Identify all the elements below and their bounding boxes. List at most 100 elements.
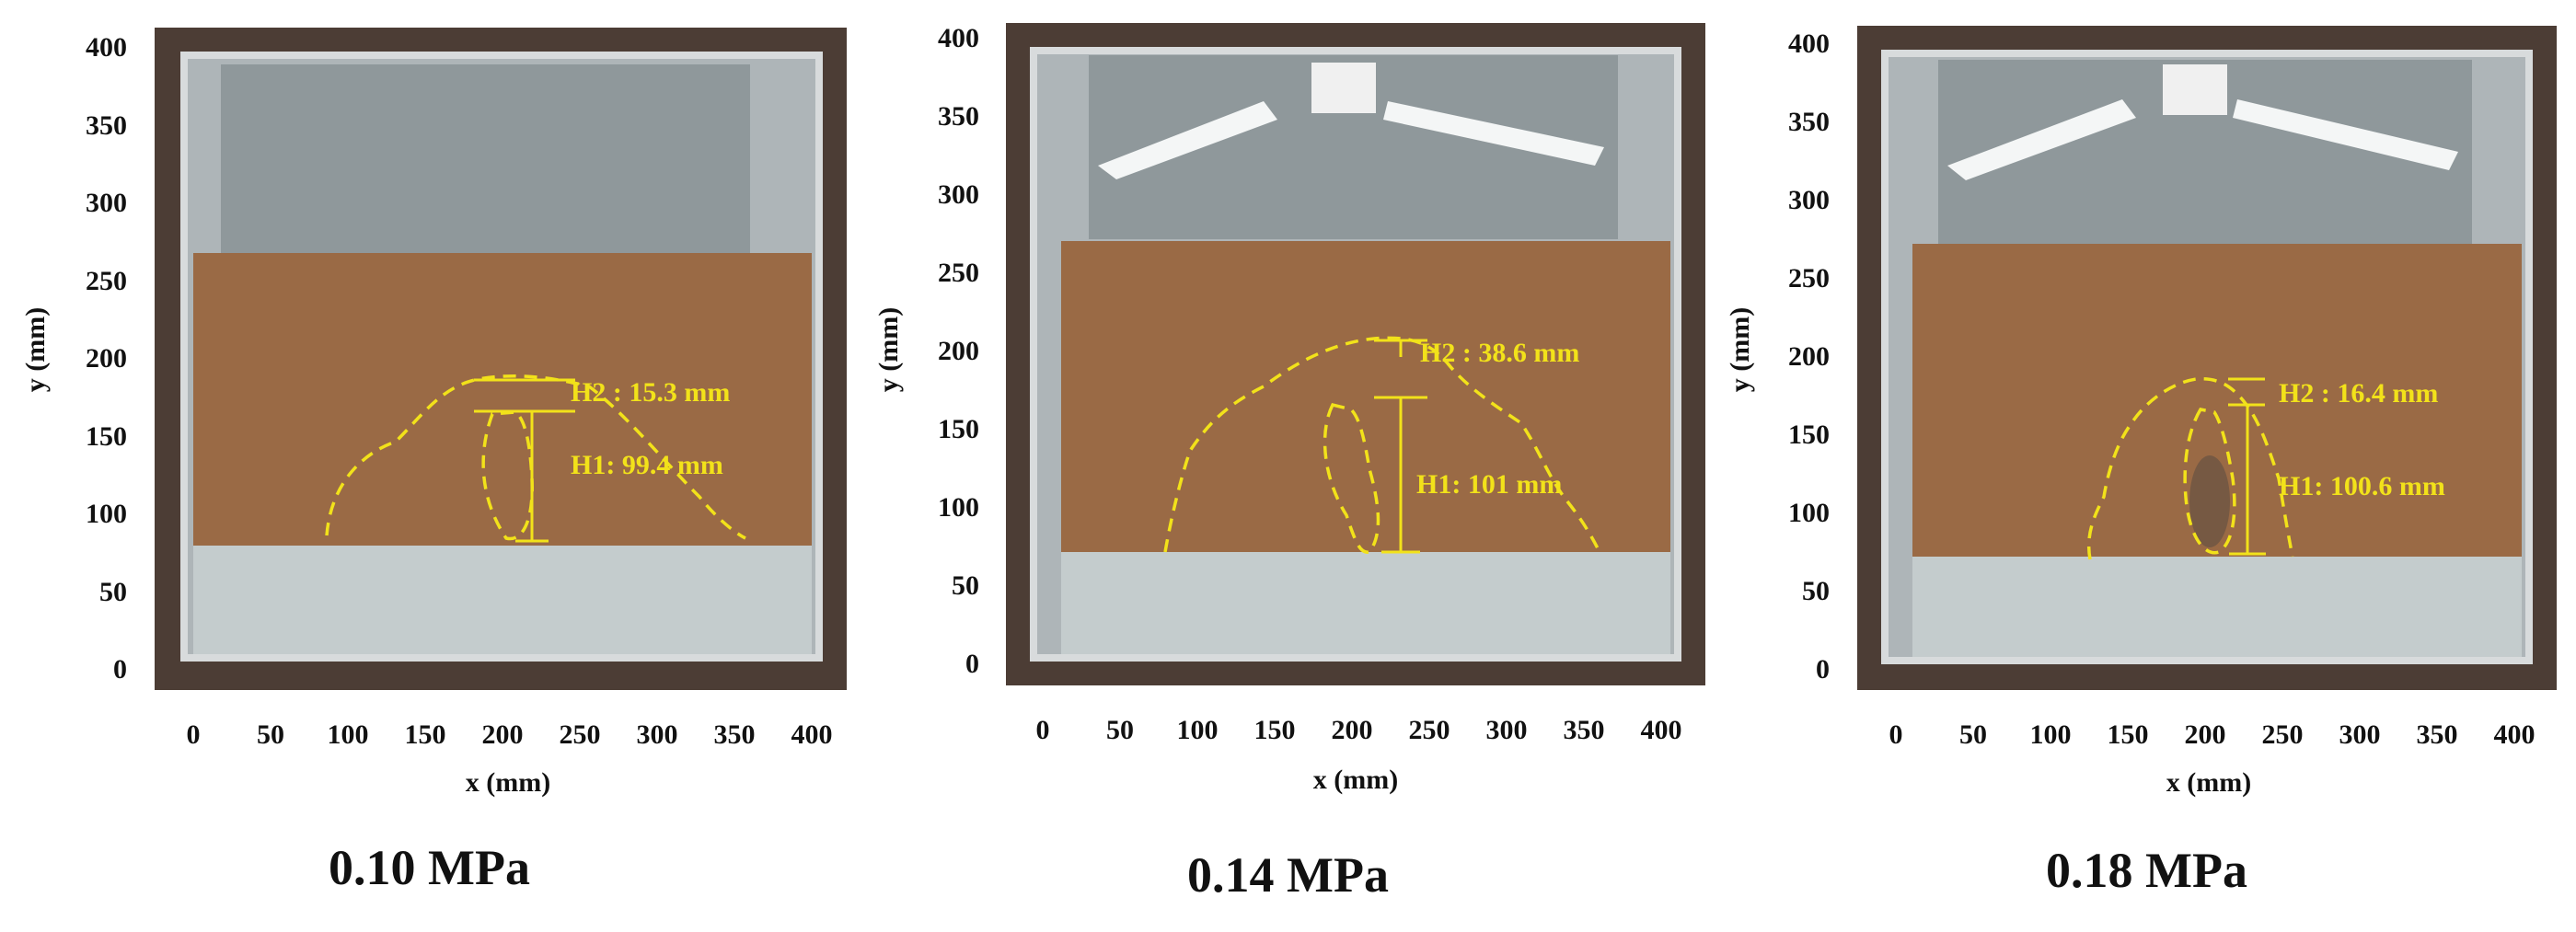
frame-weld [1030, 47, 1681, 662]
y-tick-label: 300 [938, 179, 979, 210]
x-tick-label: 300 [637, 719, 678, 750]
pressure-label: 0.18 MPa [2046, 843, 2247, 898]
x-axis: 0 50 100 150 200 250 300 350 400 [1036, 715, 1682, 745]
y-axis-label: y (mm) [873, 307, 904, 392]
pressure-label: 0.14 MPa [1187, 847, 1389, 903]
y-tick-label: 150 [1788, 420, 1830, 450]
label-card [2163, 64, 2227, 115]
x-tick-label: 50 [1106, 715, 1134, 745]
cavity [2189, 455, 2230, 547]
outer-fluidization-boundary [2086, 377, 2294, 560]
y-tick-label: 150 [86, 421, 127, 452]
y-tick-label: 300 [1788, 185, 1830, 215]
h1-label: H1: 101 mm [1416, 469, 1562, 500]
sand-layer [193, 253, 812, 546]
y-tick-label: 400 [1788, 29, 1830, 59]
inner-cavity-boundary [2183, 408, 2236, 555]
experiment-photo-plot: H2 : 15.3 mm H1: 99.4 mm 0 50 100 150 20… [20, 28, 847, 798]
x-axis-label: x (mm) [466, 767, 550, 798]
water-chamber [1061, 552, 1670, 655]
light-reflection-left [1947, 99, 2136, 180]
x-tick-label: 350 [1564, 715, 1605, 745]
pressure-label: 0.10 MPa [329, 840, 530, 895]
x-tick-label: 150 [1254, 715, 1296, 745]
y-tick-label: 100 [1788, 498, 1830, 528]
y-axis-label: y (mm) [20, 307, 51, 392]
x-tick-label: 0 [1889, 719, 1903, 750]
y-tick-label: 150 [938, 414, 979, 444]
x-tick-label: 0 [187, 719, 201, 750]
h2-label: H2 : 38.6 mm [1420, 338, 1579, 368]
x-tick-label: 300 [1486, 715, 1528, 745]
frame-weld [180, 52, 823, 662]
y-axis-label: y (mm) [1725, 307, 1755, 392]
light-reflection-right [1383, 101, 1604, 166]
y-tick-label: 250 [938, 258, 979, 288]
sand-layer [1061, 241, 1670, 552]
water-chamber [1912, 557, 2522, 658]
y-tick-label: 250 [86, 266, 127, 296]
x-tick-label: 400 [2494, 719, 2536, 750]
x-axis: 0 50 100 150 200 250 300 350 400 [1889, 719, 2536, 750]
y-tick-label: 200 [86, 343, 127, 374]
y-tick-label: 0 [113, 654, 127, 685]
y-axis: 0 50 100 150 200 250 300 350 400 [938, 23, 979, 679]
y-tick-label: 50 [99, 577, 127, 607]
x-tick-label: 400 [1641, 715, 1682, 745]
y-tick-label: 200 [1788, 341, 1830, 372]
y-tick-label: 50 [1802, 576, 1830, 606]
experiment-photo-plot: H2 : 16.4 mm H1: 100.6 mm 0 50 100 150 2… [1725, 26, 2557, 798]
y-tick-label: 400 [938, 23, 979, 53]
y-tick-label: 50 [952, 570, 979, 601]
x-tick-label: 400 [791, 719, 833, 750]
y-tick-label: 100 [938, 492, 979, 523]
y-tick-label: 300 [86, 188, 127, 218]
light-reflection-left [1098, 101, 1277, 179]
y-tick-label: 250 [1788, 263, 1830, 293]
x-tick-label: 250 [1409, 715, 1450, 745]
x-tick-label: 200 [482, 719, 524, 750]
x-tick-label: 200 [2185, 719, 2226, 750]
x-tick-label: 350 [2417, 719, 2458, 750]
label-card [1311, 63, 1376, 113]
outer-fluidization-boundary [1163, 336, 1601, 553]
x-axis: 0 50 100 150 200 250 300 350 400 [187, 719, 833, 750]
h2-label: H2 : 16.4 mm [2279, 378, 2438, 408]
x-tick-label: 200 [1332, 715, 1373, 745]
h1-label: H1: 100.6 mm [2279, 471, 2445, 501]
y-tick-label: 350 [938, 101, 979, 132]
y-axis: 0 50 100 150 200 250 300 350 400 [1788, 29, 1830, 685]
frame-weld [1881, 50, 2533, 664]
x-tick-label: 150 [405, 719, 446, 750]
x-tick-label: 50 [257, 719, 284, 750]
h1-label: H1: 99.4 mm [571, 450, 723, 480]
y-tick-label: 0 [1816, 654, 1830, 685]
x-tick-label: 250 [2262, 719, 2304, 750]
y-tick-label: 350 [86, 110, 127, 141]
y-tick-label: 200 [938, 336, 979, 366]
panel-0-18-mpa: H2 : 16.4 mm H1: 100.6 mm 0 50 100 150 2… [1717, 0, 2576, 932]
panel-0-10-mpa: H2 : 15.3 mm H1: 99.4 mm 0 50 100 150 20… [0, 0, 859, 932]
x-tick-label: 350 [714, 719, 756, 750]
x-tick-label: 50 [1959, 719, 1987, 750]
x-tick-label: 100 [328, 719, 369, 750]
outer-fluidization-boundary [325, 374, 746, 540]
water-chamber [193, 546, 812, 656]
x-tick-label: 0 [1036, 715, 1050, 745]
light-reflection-right [2233, 99, 2458, 170]
y-tick-label: 400 [86, 32, 127, 63]
x-tick-label: 300 [2339, 719, 2381, 750]
h2-label: H2 : 15.3 mm [571, 377, 730, 408]
inner-cavity-boundary [481, 410, 534, 541]
y-tick-label: 0 [965, 649, 979, 679]
x-tick-label: 100 [2030, 719, 2072, 750]
x-tick-label: 100 [1177, 715, 1219, 745]
y-axis: 0 50 100 150 200 250 300 350 400 [86, 32, 127, 685]
x-axis-label: x (mm) [1313, 765, 1398, 795]
upper-chamber [221, 64, 750, 253]
x-tick-label: 150 [2108, 719, 2149, 750]
y-tick-label: 100 [86, 499, 127, 529]
experiment-photo-plot: H2 : 38.6 mm H1: 101 mm 0 50 100 150 200… [873, 23, 1705, 795]
y-tick-label: 350 [1788, 107, 1830, 137]
x-axis-label: x (mm) [2166, 767, 2251, 798]
